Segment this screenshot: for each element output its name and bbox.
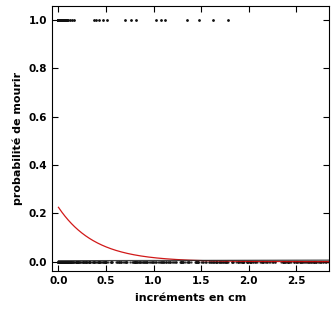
Y-axis label: probabilité de mourir: probabilité de mourir bbox=[12, 72, 23, 205]
X-axis label: incréments en cm: incréments en cm bbox=[135, 293, 246, 303]
